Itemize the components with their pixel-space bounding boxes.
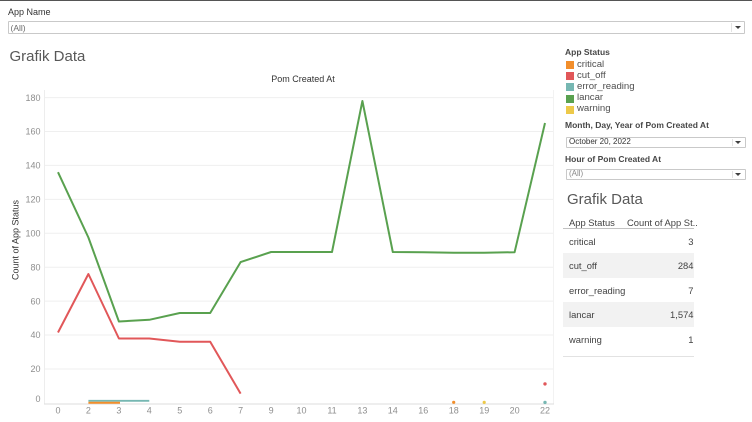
svg-text:6: 6 xyxy=(208,406,213,416)
svg-text:Count of App Status: Count of App Status xyxy=(11,199,21,280)
svg-text:2: 2 xyxy=(86,406,91,416)
svg-text:5: 5 xyxy=(177,406,182,416)
svg-text:80: 80 xyxy=(30,262,40,272)
svg-text:14: 14 xyxy=(388,406,398,416)
svg-text:16: 16 xyxy=(418,406,428,416)
svg-text:180: 180 xyxy=(25,93,40,103)
svg-text:Pom Created At: Pom Created At xyxy=(271,74,335,84)
svg-text:4: 4 xyxy=(147,406,152,416)
svg-text:19: 19 xyxy=(479,406,489,416)
svg-text:60: 60 xyxy=(30,296,40,306)
svg-text:11: 11 xyxy=(327,406,336,416)
svg-text:20: 20 xyxy=(510,406,520,416)
svg-text:7: 7 xyxy=(238,406,243,416)
svg-text:0: 0 xyxy=(55,406,60,416)
svg-text:160: 160 xyxy=(25,127,40,137)
svg-text:120: 120 xyxy=(25,195,40,205)
svg-text:13: 13 xyxy=(357,406,367,416)
svg-text:3: 3 xyxy=(116,406,121,416)
svg-text:40: 40 xyxy=(30,330,40,340)
svg-text:10: 10 xyxy=(296,406,306,416)
svg-text:22: 22 xyxy=(540,406,550,416)
svg-text:9: 9 xyxy=(269,406,274,416)
svg-text:0: 0 xyxy=(35,394,40,404)
svg-text:18: 18 xyxy=(449,406,459,416)
svg-text:100: 100 xyxy=(25,229,40,239)
svg-text:140: 140 xyxy=(25,161,40,171)
svg-text:20: 20 xyxy=(30,364,40,374)
